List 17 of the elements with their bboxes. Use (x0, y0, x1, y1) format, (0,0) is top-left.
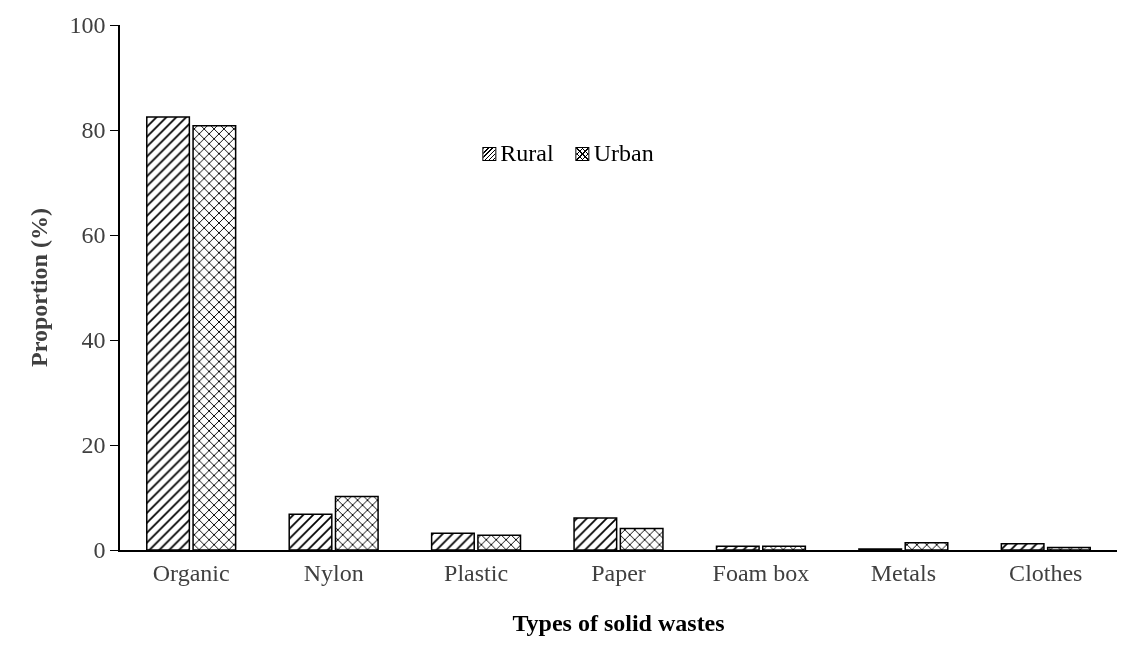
legend-label: Rural (500, 140, 554, 167)
x-tick-label: Foam box (712, 559, 810, 586)
x-tick-label: Clothes (1009, 559, 1083, 586)
y-tick-label: 40 (81, 327, 106, 354)
y-tick-label: 100 (69, 12, 106, 39)
x-tick-label: Metals (870, 559, 937, 586)
x-tick-label: Plastic (444, 559, 509, 586)
y-axis-title: Proportion (%) (26, 208, 53, 367)
y-tick-label: 20 (81, 432, 106, 459)
x-tick-label: Organic (152, 559, 230, 586)
x-axis-title: Types of solid wastes (512, 610, 725, 637)
y-tick-label: 0 (93, 537, 106, 564)
y-tick-label: 80 (81, 117, 106, 144)
legend-label: Urban (593, 140, 654, 167)
y-tick-label: 60 (81, 222, 106, 249)
x-tick-label: Paper (591, 559, 646, 586)
x-tick-label: Nylon (303, 559, 364, 586)
